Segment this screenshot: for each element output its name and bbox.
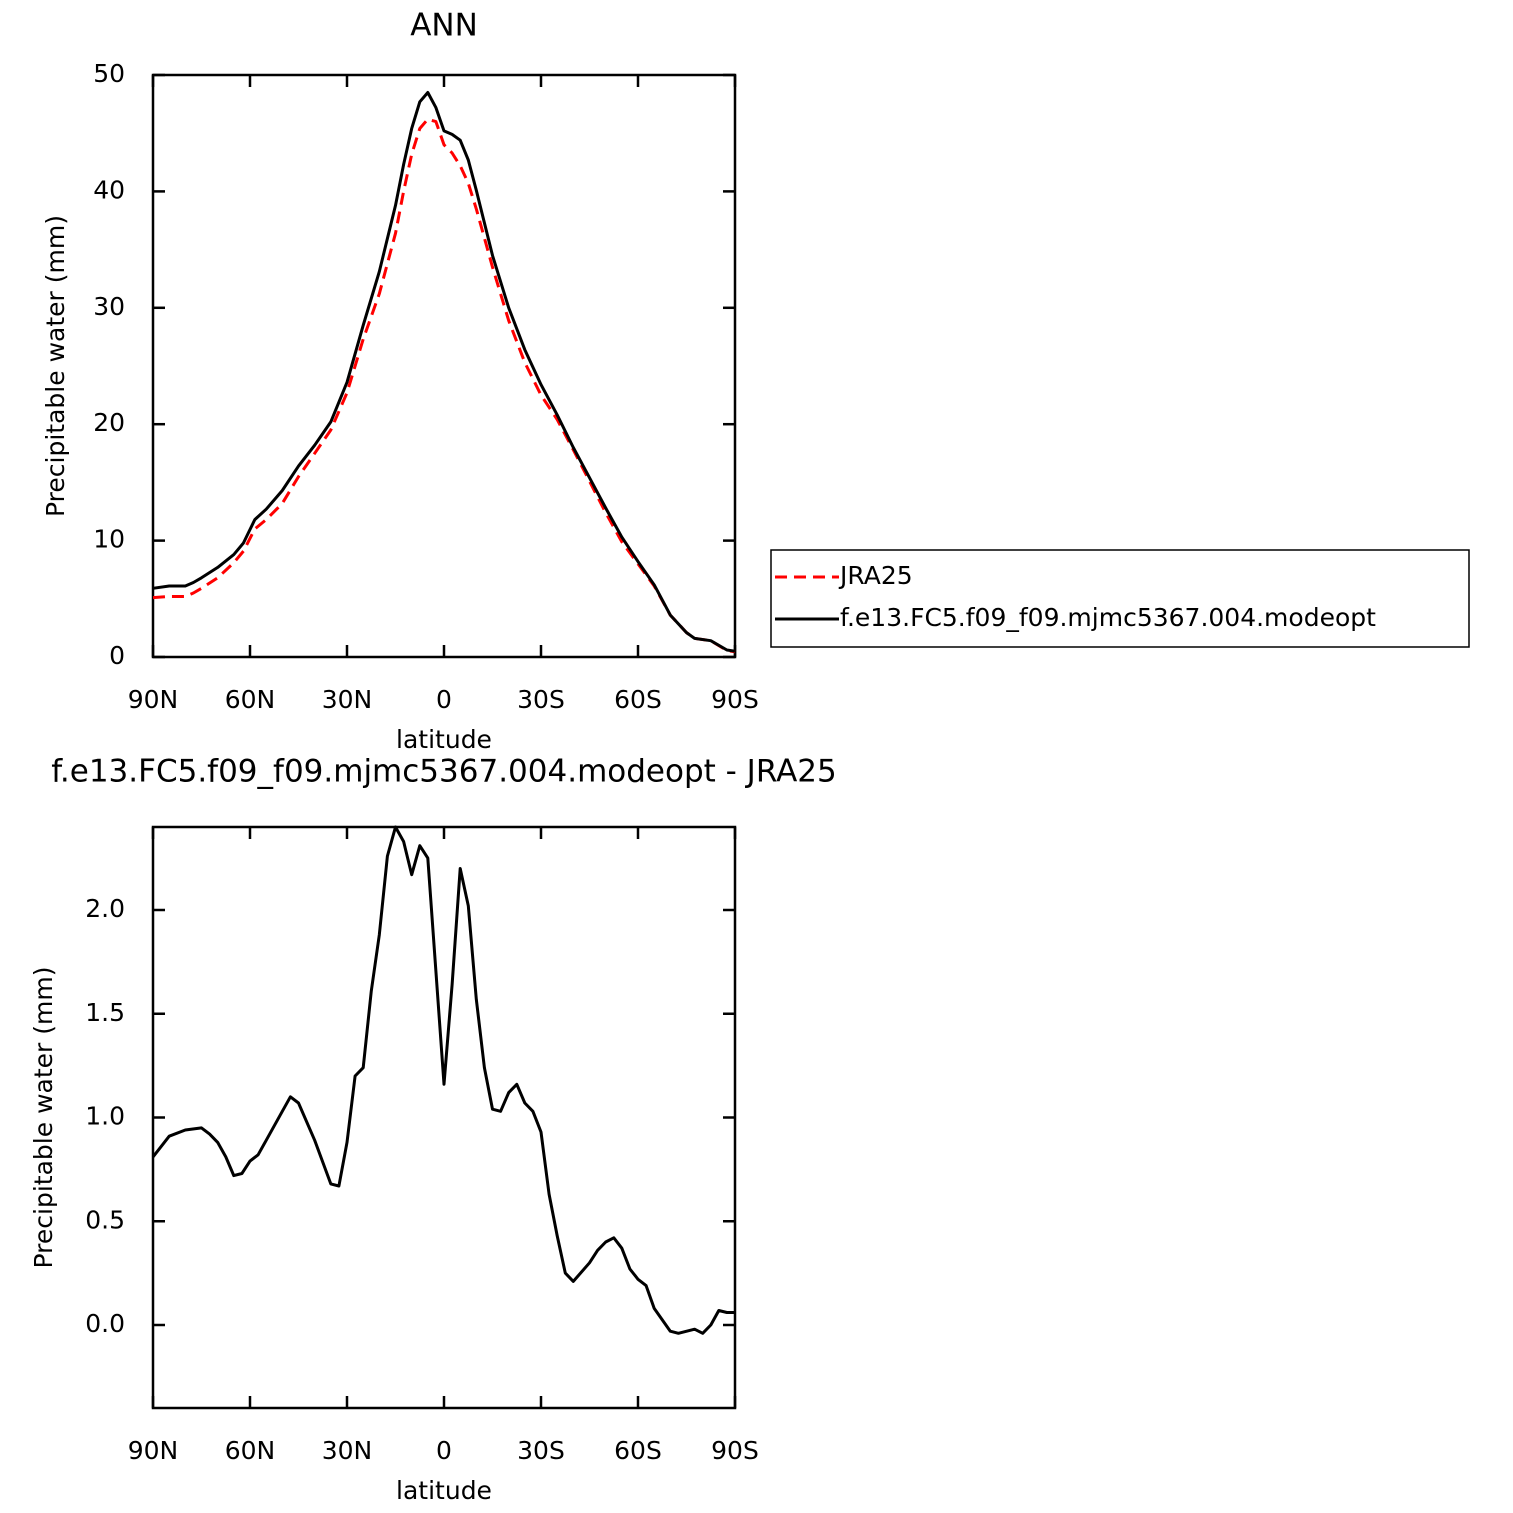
x-tick-label: 90S [711,1436,759,1465]
y-tick-label: 1.0 [85,1102,125,1131]
x-axis-label: latitude [396,1476,492,1505]
series-line [152,117,736,654]
y-tick-label: 0 [109,641,125,670]
x-tick-label: 0 [436,1436,452,1465]
legend-box [770,549,1470,648]
series-line [152,91,736,653]
y-tick-label: 10 [93,525,125,554]
x-axis-label: latitude [396,725,492,754]
y-tick-label: 40 [93,175,125,204]
y-tick-label: 50 [93,59,125,88]
chart-title: ANN [410,8,478,44]
x-tick-label: 30S [517,685,565,714]
x-tick-label: 90N [128,685,179,714]
legend-label: JRA25 [838,561,913,590]
x-tick-label: 60S [614,1436,662,1465]
x-tick-label: 30S [517,1436,565,1465]
x-tick-label: 0 [436,685,452,714]
chart-title: f.e13.FC5.f09_f09.mjmc5367.004.modeopt -… [51,754,837,790]
y-tick-label: 0.0 [85,1309,125,1338]
x-tick-label: 90N [128,1436,179,1465]
y-axis-label: Precipitable water (mm) [41,215,70,517]
y-tick-label: 20 [93,408,125,437]
x-tick-label: 30N [322,1436,373,1465]
plot-frame [151,73,737,659]
y-axis-label: Precipitable water (mm) [29,967,58,1269]
y-tick-label: 2.0 [85,894,125,923]
series-line [151,825,735,1335]
x-tick-label: 60N [225,1436,276,1465]
legend-label: f.e13.FC5.f09_f09.mjmc5367.004.modeopt [840,603,1376,632]
x-tick-label: 60N [225,685,276,714]
plot-frame [151,825,737,1410]
x-tick-label: 60S [614,685,662,714]
y-tick-label: 1.5 [85,998,125,1027]
y-tick-label: 0.5 [85,1205,125,1234]
x-tick-label: 30N [322,685,373,714]
y-tick-label: 30 [93,292,125,321]
x-tick-label: 90S [711,685,759,714]
